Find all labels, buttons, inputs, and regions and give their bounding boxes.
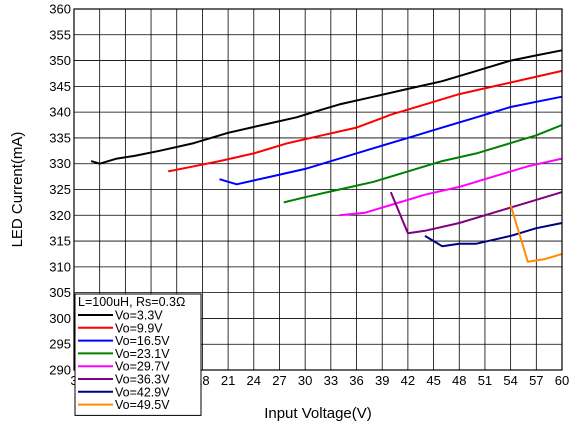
y-tick-label: 330 bbox=[49, 156, 71, 171]
y-tick-label: 300 bbox=[49, 311, 71, 326]
x-tick-label: 45 bbox=[426, 373, 440, 388]
legend-entry: Vo=3.3V bbox=[115, 309, 163, 323]
x-tick-label: 21 bbox=[221, 373, 235, 388]
y-tick-label: 310 bbox=[49, 259, 71, 274]
y-tick-label: 305 bbox=[49, 285, 71, 300]
series-line-4 bbox=[283, 124, 563, 204]
series-line-7 bbox=[424, 222, 563, 248]
y-tick-label: 315 bbox=[49, 234, 71, 249]
series-line-2 bbox=[168, 69, 563, 173]
y-tick-label: 345 bbox=[49, 79, 71, 94]
x-tick-label: 42 bbox=[401, 373, 415, 388]
legend-entry: Vo=42.9V bbox=[115, 385, 170, 399]
x-axis-label: Input Voltage(V) bbox=[264, 405, 372, 422]
series-line-6 bbox=[389, 191, 563, 235]
series-line-5 bbox=[339, 157, 563, 217]
x-tick-label: 48 bbox=[452, 373, 466, 388]
y-tick-label: 290 bbox=[49, 363, 71, 378]
x-tick-label: 51 bbox=[478, 373, 492, 388]
grid bbox=[73, 8, 563, 371]
legend-entry: Vo=16.5V bbox=[115, 334, 170, 348]
series-line-8 bbox=[509, 204, 563, 263]
y-tick-label: 350 bbox=[49, 53, 71, 68]
x-tick-label: 36 bbox=[349, 373, 363, 388]
legend-entry: Vo=29.7V bbox=[115, 360, 170, 374]
legend-entry: Vo=9.9V bbox=[115, 321, 163, 335]
x-tick-label: 3 bbox=[70, 373, 77, 388]
series-line-1 bbox=[90, 49, 563, 165]
plot-area bbox=[73, 8, 563, 371]
x-tick-label: 39 bbox=[375, 373, 389, 388]
legend-title: L=100uH, Rs=0.3Ω bbox=[78, 295, 185, 309]
y-tick-label: 340 bbox=[49, 105, 71, 120]
x-tick-label: 24 bbox=[247, 373, 261, 388]
legend-entry: Vo=23.1V bbox=[115, 347, 170, 361]
legend-items: Vo=3.3VVo=9.9VVo=16.5VVo=23.1VVo=29.7VVo… bbox=[78, 309, 170, 412]
x-tick-label: 60 bbox=[555, 373, 569, 388]
legend-entry: Vo=36.3V bbox=[115, 373, 170, 387]
y-tick-labels: 290 295 300 305 310 315 320 325 330 335 340 345 350 3… bbox=[49, 2, 71, 378]
series-layer bbox=[90, 49, 563, 263]
x-tick-label: 57 bbox=[529, 373, 543, 388]
y-axis-label: LED Current(mA) bbox=[9, 132, 26, 248]
y-tick-label: 320 bbox=[49, 208, 71, 223]
series-line-3 bbox=[219, 95, 563, 186]
legend: L=100uH, Rs=0.3Ω Vo=3.3VVo=9.9VVo=16.5VV… bbox=[74, 293, 202, 416]
y-tick-label: 360 bbox=[49, 2, 71, 17]
y-tick-label: 295 bbox=[49, 337, 71, 352]
x-tick-label: 33 bbox=[324, 373, 338, 388]
x-tick-label: 30 bbox=[298, 373, 312, 388]
y-tick-label: 325 bbox=[49, 182, 71, 197]
legend-entry: Vo=49.5V bbox=[115, 398, 170, 412]
y-tick-label: 335 bbox=[49, 130, 71, 145]
x-tick-label: 27 bbox=[272, 373, 286, 388]
x-tick-label: 54 bbox=[503, 373, 517, 388]
y-tick-label: 355 bbox=[49, 27, 71, 42]
